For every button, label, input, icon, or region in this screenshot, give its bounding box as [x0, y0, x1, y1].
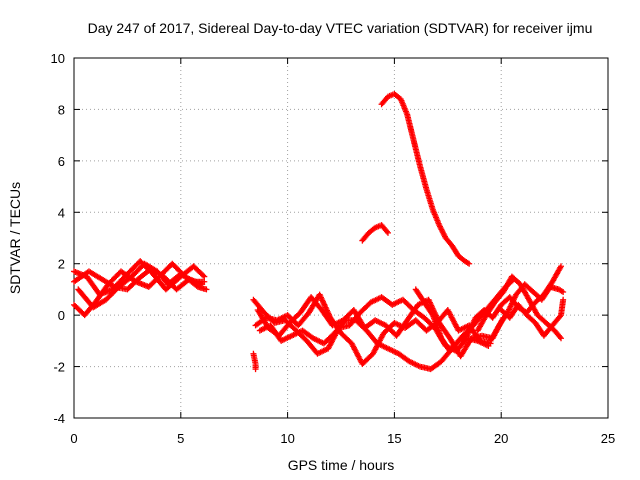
data-point [556, 334, 563, 340]
x-tick-label: 0 [70, 431, 77, 446]
y-tick-label: 2 [58, 257, 65, 272]
data-series [250, 350, 259, 373]
data-series [359, 222, 391, 244]
data-point [252, 366, 259, 373]
y-tick-label: 10 [51, 51, 65, 66]
data-point [560, 289, 567, 295]
data-series [378, 91, 473, 267]
y-tick-label: -2 [53, 360, 65, 375]
y-axis-label: SDTVAR / TECUs [7, 182, 23, 294]
x-tick-label: 10 [280, 431, 294, 446]
x-axis-label: GPS time / hours [288, 457, 395, 473]
data-point [203, 286, 210, 293]
data-points [71, 91, 567, 373]
data-point [560, 296, 567, 303]
data-point [558, 335, 565, 342]
x-tick-label: 25 [601, 431, 615, 446]
y-tick-label: 0 [58, 308, 65, 323]
data-series [252, 291, 494, 367]
y-tick-label: 4 [58, 205, 65, 220]
grid-lines [74, 58, 608, 418]
x-tick-label: 5 [177, 431, 184, 446]
data-point [558, 263, 565, 270]
data-point [201, 278, 208, 285]
axis-ticks: 0 5 10 15 20 25 -4 -2 0 2 4 6 8 10 [51, 51, 616, 446]
data-point [466, 260, 473, 267]
data-point [383, 228, 390, 235]
y-tick-label: 8 [58, 102, 65, 117]
data-series [487, 281, 567, 344]
x-tick-label: 20 [494, 431, 508, 446]
data-point [201, 273, 208, 280]
y-tick-label: 6 [58, 154, 65, 169]
data-point [556, 313, 563, 320]
data-point [384, 229, 391, 236]
chart-title: Day 247 of 2017, Sidereal Day-to-day VTE… [88, 20, 593, 36]
data-point [200, 272, 207, 279]
x-tick-label: 15 [387, 431, 401, 446]
y-tick-label: -4 [53, 411, 65, 426]
data-series [75, 260, 208, 311]
plot-frame [73, 57, 609, 419]
data-series [498, 296, 567, 339]
